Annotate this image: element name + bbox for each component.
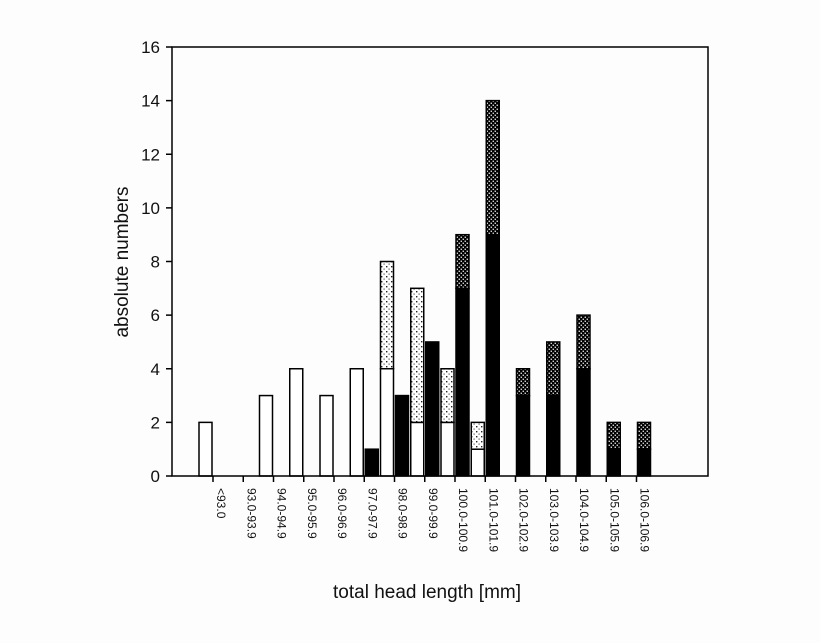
bar-segment-dense-dots (515, 368, 531, 397)
bar-segment-light-dots (410, 287, 425, 424)
y-tick-label: 8 (151, 253, 160, 272)
y-tick-label: 14 (141, 92, 160, 111)
plot-frame (171, 46, 709, 477)
y-axis-title: absolute numbers (112, 186, 133, 337)
bar-segment-white (349, 368, 364, 477)
bar-segment-white (319, 394, 334, 477)
x-tick-label: 101.0-101.9 (486, 488, 500, 552)
bar-segment-black (576, 368, 591, 477)
bar-segment-black (485, 233, 500, 477)
bar-segment-black (455, 287, 470, 477)
x-tick-label: 106.0-106.9 (638, 488, 652, 552)
x-tick-label: 98.0-98.9 (396, 488, 410, 539)
y-tick-label: 6 (151, 306, 160, 325)
x-tick-label: 104.0-104.9 (577, 488, 591, 552)
bar-segment-dense-dots (636, 421, 652, 450)
x-tick-label: 93.0-93.9 (244, 488, 258, 539)
bar-segment-white (410, 421, 425, 477)
bar-segment-dense-dots (546, 341, 561, 397)
x-axis: <93.0 93.0-93.9 94.0-94.9 95.0-95.9 96.0-96.… (212, 476, 652, 552)
bar-segment-black (636, 448, 652, 477)
x-tick-label: 100.0-100.9 (456, 488, 470, 552)
bar-segment-dense-dots (606, 421, 621, 450)
bars-group (198, 99, 652, 477)
y-tick-label: 16 (141, 38, 160, 57)
bar-segment-dense-dots (576, 314, 591, 370)
bar-segment-black (394, 394, 410, 477)
x-tick-label: 105.0-105.9 (607, 488, 621, 552)
y-tick-label: 10 (141, 199, 160, 218)
x-tick-label: 103.0-103.9 (547, 488, 561, 552)
bar-segment-black (425, 341, 440, 477)
bar-segment-light-dots (379, 260, 395, 370)
bar-segment-white (198, 421, 213, 477)
x-tick-label: 94.0-94.9 (275, 488, 289, 539)
x-tick-label: 96.0-96.9 (335, 488, 349, 539)
y-axis: 0 2 4 6 8 10 12 14 16 (141, 38, 172, 486)
bar-segment-white (289, 368, 304, 477)
x-tick-label: <93.0 (214, 488, 228, 519)
y-tick-label: 12 (141, 145, 160, 164)
bar-segment-black (606, 448, 621, 477)
y-tick-label: 2 (151, 413, 160, 432)
x-tick-label: 102.0-102.9 (517, 488, 531, 552)
x-tick-label: 97.0-97.9 (365, 488, 379, 539)
bar-segment-dense-dots (455, 233, 470, 290)
bar-segment-light-dots (440, 368, 455, 424)
x-tick-label: 95.0-95.9 (305, 488, 319, 539)
bar-segment-light-dots (470, 421, 485, 450)
bar-segment-black (546, 394, 561, 477)
bar-segment-white (470, 448, 485, 477)
y-tick-label: 4 (151, 360, 160, 379)
bar-segment-black (515, 394, 531, 477)
bar-segment-white (379, 368, 395, 477)
bar-segment-white (258, 394, 274, 477)
bar-segment-dense-dots (485, 99, 500, 236)
x-tick-label: 99.0-99.9 (426, 488, 440, 539)
y-tick-label: 0 (151, 467, 160, 486)
bar-segment-black (364, 448, 379, 477)
x-axis-title: total head length [mm] (333, 582, 521, 603)
bar-segment-white (440, 421, 455, 477)
